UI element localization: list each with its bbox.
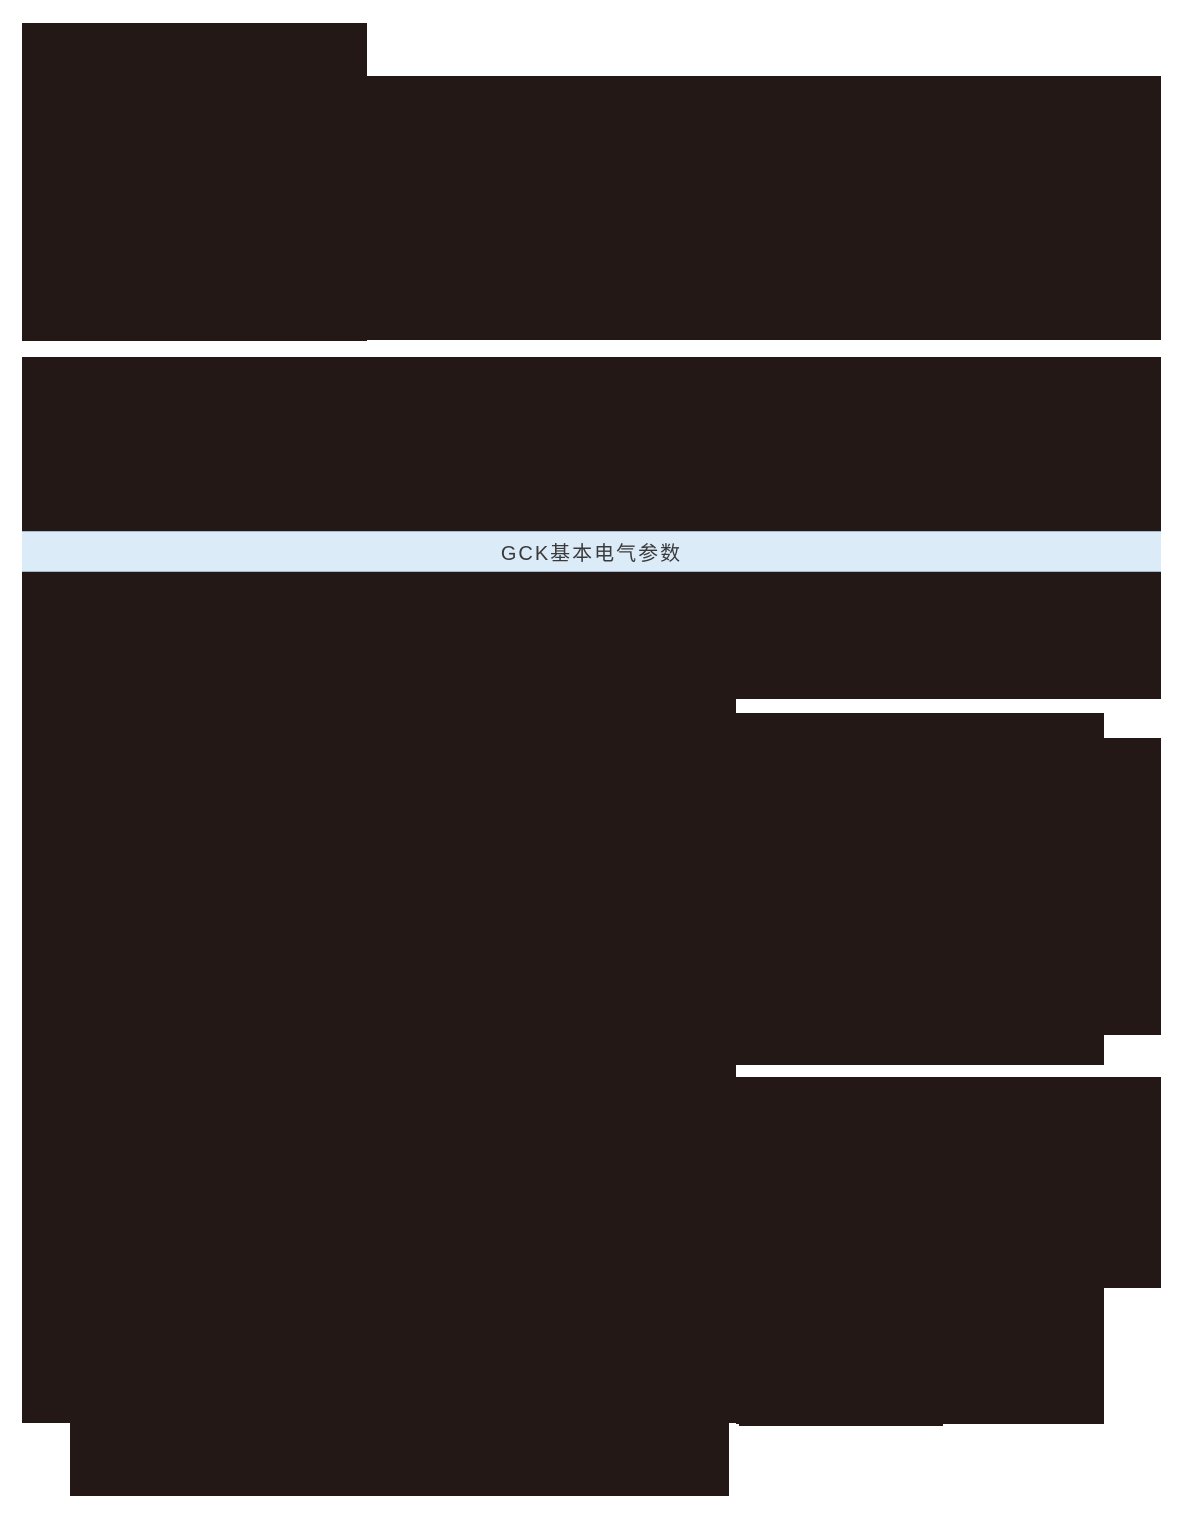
redacted-body-right-segment-5 xyxy=(736,1077,1161,1288)
redacted-body-right-segment-4 xyxy=(736,1035,1104,1065)
redacted-body-right-segment-1 xyxy=(736,572,1161,699)
table-header-label: GCK基本电气参数 xyxy=(500,543,683,565)
redacted-footer-sliver xyxy=(739,1422,943,1426)
redacted-title-block-left xyxy=(22,23,367,341)
redacted-footer-block xyxy=(70,1423,729,1496)
redacted-body-right-segment-2 xyxy=(736,713,1104,738)
redacted-title-block-right xyxy=(367,76,1161,340)
redacted-body-left-column xyxy=(22,572,736,1423)
redacted-intro-block xyxy=(22,357,1161,531)
redacted-body-right-segment-3 xyxy=(736,738,1161,1035)
table-header-band: GCK基本电气参数 xyxy=(22,531,1161,572)
redacted-body-right-segment-6 xyxy=(736,1288,1104,1424)
